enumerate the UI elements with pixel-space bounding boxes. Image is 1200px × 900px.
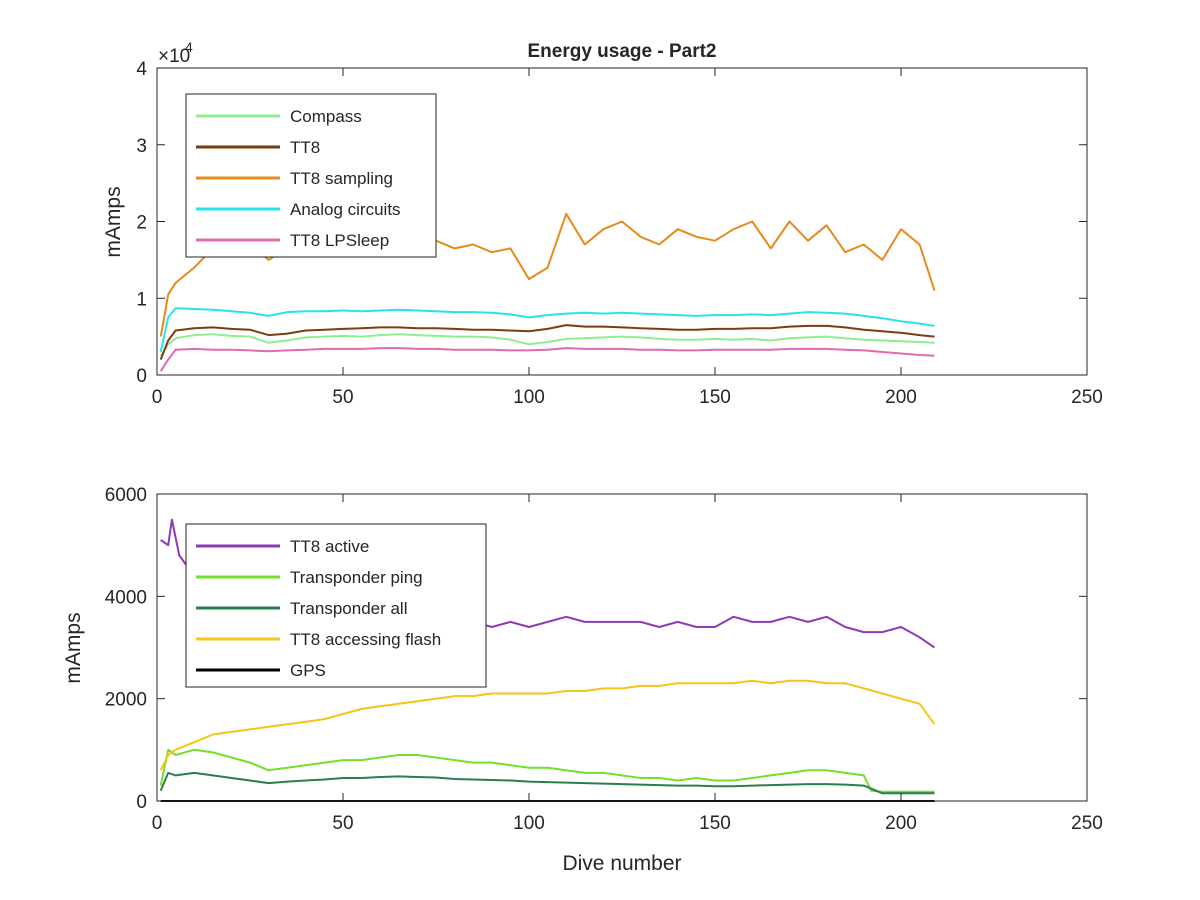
series-line-transponder-ping: [159, 748, 935, 793]
axes-bottom: 0 50 100 150 200 250 0 2000 4000 6000 mAmps Dive …: [62, 485, 1103, 875]
legend-label: Transponder all: [290, 599, 408, 618]
x-tick-label: 150: [699, 813, 731, 834]
legend-item-tt8-sampling: TT8 sampling: [196, 169, 393, 188]
series-line-tt8: [159, 324, 935, 360]
legend-label: TT8 sampling: [290, 169, 393, 188]
legend-item-tt8-accessing-flash: TT8 accessing flash: [196, 630, 441, 649]
series-line-transponder-all: [159, 771, 935, 795]
x-tick-label: 50: [332, 813, 353, 834]
legend-label: Compass: [290, 107, 362, 126]
legend-item-tt8-lpsleep: TT8 LPSleep: [196, 231, 389, 250]
y-tick-label: 1: [136, 289, 147, 310]
legend-top: Compass TT8 TT8 sampling Analog circuits TT8…: [185, 93, 437, 258]
y-exponent-base: ×10: [158, 46, 190, 67]
y-exponent-label: ×10 4: [158, 39, 193, 67]
series-line-tt8-lpsleep: [159, 347, 935, 372]
legend-label: TT8: [290, 138, 320, 157]
legend-item-compass: Compass: [196, 107, 362, 126]
y-tick-label: 2: [136, 213, 147, 234]
y-tick-label: 0: [136, 792, 147, 813]
x-tick-label: 250: [1071, 387, 1103, 408]
legend-box: [185, 523, 487, 688]
chart-title: Energy usage - Part2: [527, 41, 716, 62]
x-axis-label-bottom: Dive number: [562, 852, 681, 875]
x-tick-label: 50: [332, 387, 353, 408]
series-line-compass: [159, 333, 935, 357]
y-axis-label-bottom: mAmps: [62, 612, 85, 683]
plot-area-frame-bottom: [156, 493, 1088, 802]
series-line-analog-circuits: [159, 307, 935, 353]
y-tick-label: 6000: [105, 485, 147, 506]
legend-item-transponder-all: Transponder all: [196, 599, 408, 618]
y-exponent-power: 4: [185, 39, 193, 55]
ticks-top: 0 50 100 150 200 250 0 1 2 3 4: [136, 59, 1102, 408]
legend-label: Transponder ping: [290, 568, 423, 587]
lines-top: [159, 212, 936, 372]
x-tick-label: 150: [699, 387, 731, 408]
legend-label: TT8 LPSleep: [290, 231, 389, 250]
x-tick-label: 0: [152, 387, 163, 408]
y-tick-label: 4: [136, 59, 147, 80]
ticks-bottom: 0 50 100 150 200 250 0 2000 4000 6000: [105, 485, 1103, 834]
axes-top: 0 50 100 150 200 250 0 1 2 3 4 Energy usage - Part…: [102, 39, 1103, 408]
x-tick-label: 100: [513, 387, 545, 408]
y-tick-label: 3: [136, 136, 147, 157]
y-tick-label: 4000: [105, 587, 147, 608]
legend-bottom: TT8 active Transponder ping Transponder al…: [185, 523, 487, 688]
legend-item-tt8-active: TT8 active: [196, 537, 369, 556]
legend-item-analog-circuits: Analog circuits: [196, 200, 401, 219]
legend-item-transponder-ping: Transponder ping: [196, 568, 423, 587]
x-tick-label: 0: [152, 813, 163, 834]
y-tick-label: 2000: [105, 690, 147, 711]
x-tick-label: 100: [513, 813, 545, 834]
legend-label: GPS: [290, 661, 326, 680]
series-line-tt8-accessing-flash: [159, 679, 936, 771]
legend-box: [185, 93, 437, 258]
legend-label: TT8 active: [290, 537, 369, 556]
y-axis-label-top: mAmps: [102, 186, 125, 257]
legend-label: TT8 accessing flash: [290, 630, 441, 649]
legend-item-gps: GPS: [196, 661, 326, 680]
legend-label: Analog circuits: [290, 200, 401, 219]
x-tick-label: 250: [1071, 813, 1103, 834]
series-line-tt8-sampling: [159, 212, 936, 337]
y-tick-label: 0: [136, 366, 147, 387]
legend-item-tt8: TT8: [196, 138, 320, 157]
x-tick-label: 200: [885, 813, 917, 834]
x-tick-label: 200: [885, 387, 917, 408]
